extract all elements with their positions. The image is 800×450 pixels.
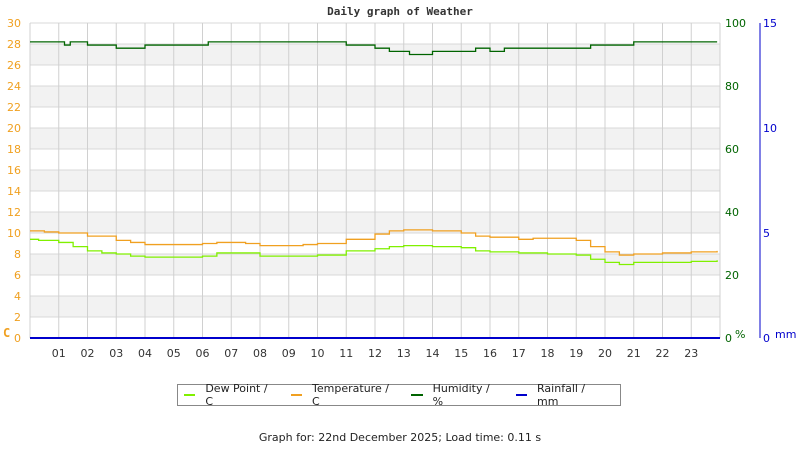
y-right-rainfall-tick-label: 5 — [763, 227, 770, 240]
legend-label: Temperature / C — [312, 382, 389, 408]
y-right-humidity-tick-label: 100 — [725, 17, 746, 30]
legend-label: Rainfall / mm — [537, 382, 586, 408]
y-right-humidity-tick-label: 40 — [725, 206, 739, 219]
humidity-swatch-icon — [411, 394, 423, 396]
y-left-tick-label: 20 — [7, 122, 21, 135]
temperature-swatch-icon — [290, 394, 303, 396]
y-left-tick-label: 18 — [7, 143, 21, 156]
y-right-rainfall-unit: mm — [775, 328, 796, 341]
x-tick-label: 19 — [569, 347, 583, 360]
x-tick-label: 03 — [109, 347, 123, 360]
y-left-tick-label: 12 — [7, 206, 21, 219]
x-tick-label: 06 — [196, 347, 210, 360]
y-right-humidity-tick-label: 0 — [725, 332, 732, 345]
x-tick-label: 01 — [52, 347, 66, 360]
y-left-tick-label: 4 — [14, 290, 21, 303]
y-left-tick-label: 26 — [7, 59, 21, 72]
footer-status: Graph for: 22nd December 2025; Load time… — [258, 431, 542, 444]
x-tick-label: 20 — [598, 347, 612, 360]
y-right-humidity-tick-label: 60 — [725, 143, 739, 156]
y-right-rainfall-tick-label: 15 — [763, 17, 777, 30]
legend-item-dew-point: Dew Point / C — [182, 382, 275, 408]
rainfall-swatch-icon — [515, 394, 528, 396]
y-left-unit: C — [3, 326, 10, 340]
x-tick-label: 13 — [397, 347, 411, 360]
y-right-rainfall-tick-label: 10 — [763, 122, 777, 135]
y-left-tick-label: 30 — [7, 17, 21, 30]
series-line-dew — [30, 238, 718, 266]
x-tick-label: 15 — [454, 347, 468, 360]
y-left-tick-label: 22 — [7, 101, 21, 114]
chart-title: Daily graph of Weather — [327, 5, 473, 18]
legend-item-temperature: Temperature / C — [289, 382, 396, 408]
y-left-tick-label: 14 — [7, 185, 21, 198]
legend: Dew Point / C Temperature / C Humidity /… — [177, 382, 621, 408]
x-tick-label: 02 — [81, 347, 95, 360]
x-tick-label: 14 — [426, 347, 440, 360]
x-tick-label: 22 — [656, 347, 670, 360]
series-line-humidity — [30, 41, 718, 56]
y-right-humidity-unit: % — [735, 328, 745, 341]
y-left-tick-label: 28 — [7, 38, 21, 51]
x-tick-label: 18 — [541, 347, 555, 360]
x-tick-label: 11 — [339, 347, 353, 360]
x-tick-label: 04 — [138, 347, 152, 360]
y-left-tick-label: 8 — [14, 248, 21, 261]
x-tick-label: 08 — [253, 347, 267, 360]
series-line-temperature — [30, 229, 718, 256]
y-left-tick-label: 10 — [7, 227, 21, 240]
x-tick-label: 21 — [627, 347, 641, 360]
x-tick-label: 16 — [483, 347, 497, 360]
y-left-tick-label: 6 — [14, 269, 21, 282]
x-tick-label: 07 — [224, 347, 238, 360]
dew-point-swatch-icon — [184, 394, 196, 396]
x-tick-label: 10 — [311, 347, 325, 360]
x-tick-label: 23 — [684, 347, 698, 360]
y-right-rainfall-tick-label: 0 — [763, 332, 770, 345]
legend-label: Dew Point / C — [205, 382, 268, 408]
x-tick-label: 12 — [368, 347, 382, 360]
x-tick-label: 17 — [512, 347, 526, 360]
x-tick-label: 05 — [167, 347, 181, 360]
y-left-tick-label: 24 — [7, 80, 21, 93]
weather-chart: 01 02 03 04 05 06 07 08 09 10 11 12 13 14 15 16 17 18 19 20… — [3, 17, 796, 360]
y-right-humidity-tick-label: 80 — [725, 80, 739, 93]
x-tick-label: 09 — [282, 347, 296, 360]
legend-item-humidity: Humidity / % — [409, 382, 499, 408]
y-right-humidity-tick-label: 20 — [725, 269, 739, 282]
legend-item-rainfall: Rainfall / mm — [514, 382, 606, 408]
y-left-tick-label: 16 — [7, 164, 21, 177]
y-left-tick-label: 0 — [14, 332, 21, 345]
legend-label: Humidity / % — [432, 382, 490, 408]
y-left-tick-label: 2 — [14, 311, 21, 324]
